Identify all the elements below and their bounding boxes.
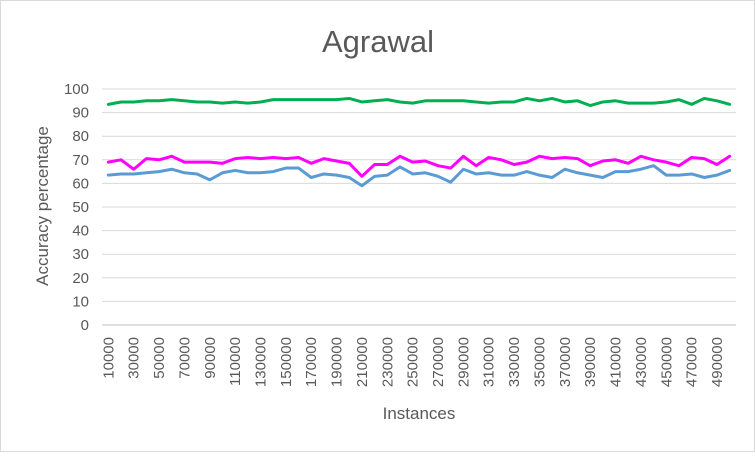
x-tick-label: 270000 bbox=[430, 337, 447, 387]
x-tick-label: 210000 bbox=[354, 337, 371, 387]
x-tick-label: 10000 bbox=[100, 337, 117, 379]
x-tick-label: 250000 bbox=[405, 337, 422, 387]
x-tick-label: 390000 bbox=[582, 337, 599, 387]
x-tick-label: 190000 bbox=[329, 337, 346, 387]
y-tick-label: 30 bbox=[72, 246, 89, 263]
x-tick-label: 170000 bbox=[303, 337, 320, 387]
x-tick-label: 330000 bbox=[506, 337, 523, 387]
y-tick-label: 60 bbox=[72, 175, 89, 192]
y-tick-label: 100 bbox=[64, 81, 89, 98]
gridlines bbox=[102, 88, 736, 302]
series-line-2 bbox=[106, 154, 732, 178]
x-tick-label: 370000 bbox=[557, 337, 574, 387]
y-tick-label: 90 bbox=[72, 105, 89, 122]
x-tick-label: 30000 bbox=[126, 337, 143, 379]
y-tick-label: 40 bbox=[72, 223, 89, 240]
chart-title: Agrawal bbox=[322, 24, 434, 59]
x-tick-label: 490000 bbox=[709, 337, 726, 387]
x-tick-label: 410000 bbox=[608, 337, 625, 387]
y-tick-label: 80 bbox=[72, 128, 89, 145]
y-tick-label: 0 bbox=[81, 317, 89, 334]
series-line-1 bbox=[106, 96, 732, 108]
x-tick-label: 450000 bbox=[658, 337, 675, 387]
x-tick-label: 290000 bbox=[455, 337, 472, 387]
x-tick-label: 430000 bbox=[633, 337, 650, 387]
x-tick-label: 150000 bbox=[278, 337, 295, 387]
x-tick-label: 130000 bbox=[253, 337, 270, 387]
x-axis-label: Instances bbox=[383, 404, 456, 423]
y-axis-label: Accuracy percentage bbox=[33, 126, 52, 286]
x-tick-label: 470000 bbox=[684, 337, 701, 387]
x-tick-label: 310000 bbox=[481, 337, 498, 387]
x-tick-label: 230000 bbox=[379, 337, 396, 387]
series-line-3 bbox=[106, 164, 732, 188]
y-tick-label: 10 bbox=[72, 293, 89, 310]
y-tick-label: 20 bbox=[72, 270, 89, 287]
x-axis-ticks: 10000 30000 50000 70000 90000 110000 130000 150… bbox=[100, 337, 726, 387]
x-tick-label: 70000 bbox=[176, 337, 193, 379]
y-axis-ticks: 0 10 20 30 40 50 60 70 80 90 100 bbox=[64, 81, 89, 334]
y-tick-label: 50 bbox=[72, 199, 89, 216]
x-tick-label: 90000 bbox=[202, 337, 219, 379]
x-tick-label: 50000 bbox=[151, 337, 168, 379]
y-tick-label: 70 bbox=[72, 152, 89, 169]
series-lines bbox=[106, 96, 732, 188]
x-tick-label: 350000 bbox=[531, 337, 548, 387]
x-tick-label: 110000 bbox=[227, 337, 244, 386]
